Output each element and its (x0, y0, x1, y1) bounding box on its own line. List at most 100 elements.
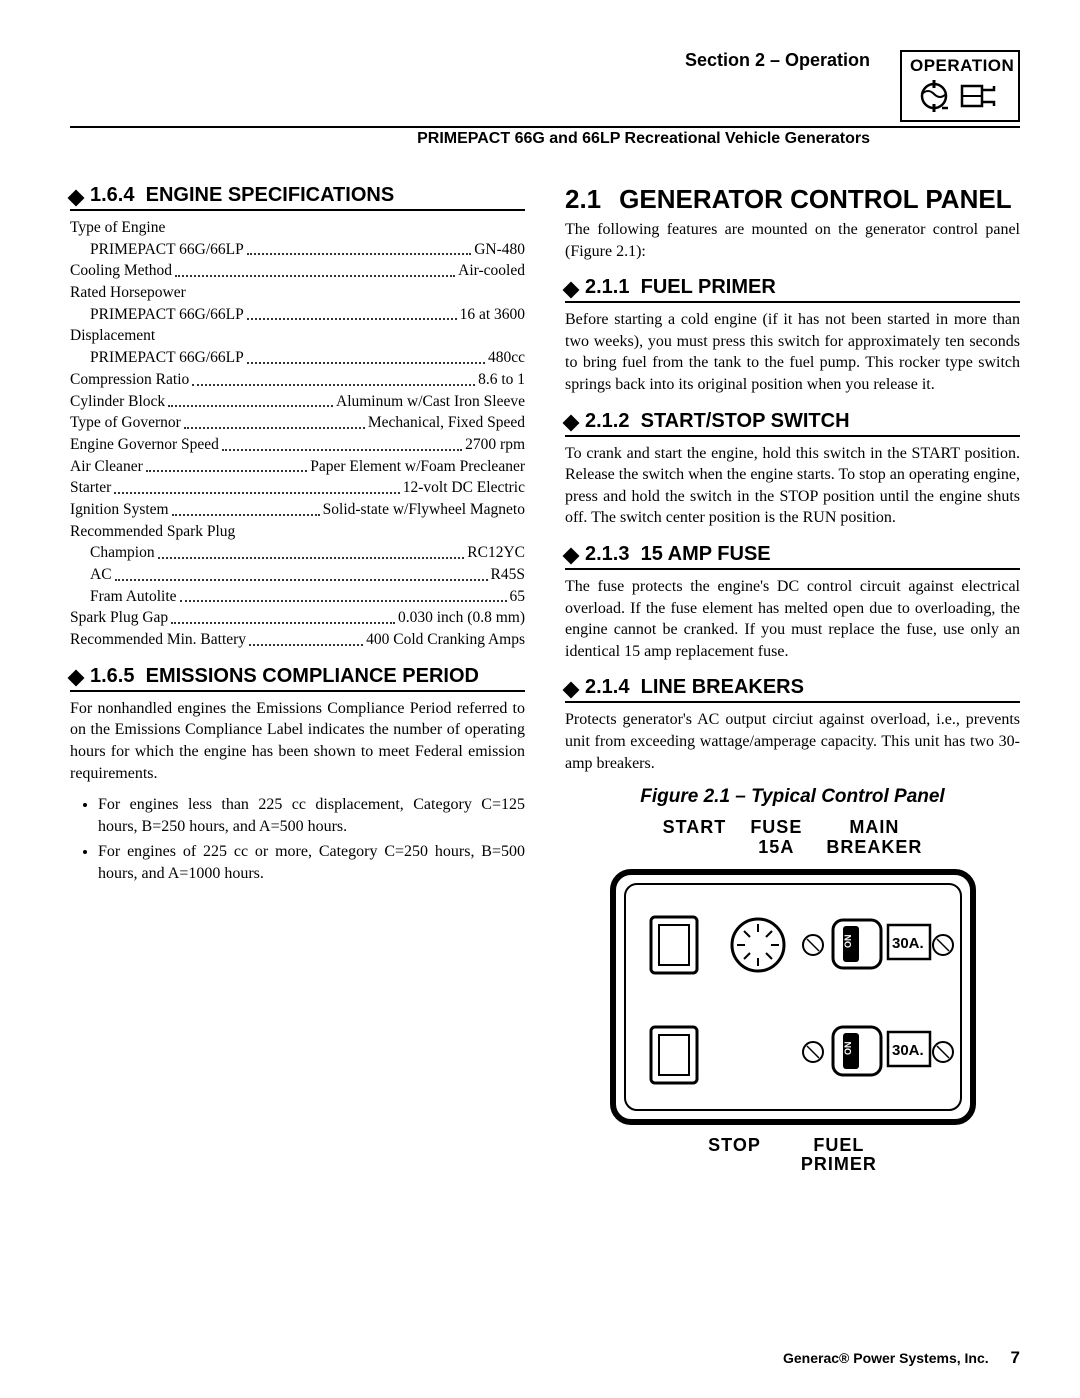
page-footer: Generac® Power Systems, Inc. 7 (783, 1348, 1020, 1368)
spec-value: Solid-state w/Flywheel Magneto (323, 499, 525, 521)
section-label: Section 2 – Operation (70, 50, 870, 71)
heading-165: 1.6.5 EMISSIONS COMPLIANCE PERIOD (70, 665, 525, 692)
heading-164: 1.6.4 ENGINE SPECIFICATIONS (70, 184, 525, 211)
spec-dots (192, 369, 475, 386)
spec-row: Starter 12-volt DC Electric (70, 477, 525, 499)
spec-row: AC R45S (70, 564, 525, 586)
diamond-icon (563, 415, 580, 432)
breaker-label-2: 30A. (892, 1042, 924, 1059)
spec-label: PRIMEPACT 66G/66LP (90, 239, 244, 261)
right-column: 2.1 GENERATOR CONTROL PANEL The followin… (565, 184, 1020, 1175)
spec-row: Displacement (70, 325, 525, 347)
spec-label: Cylinder Block (70, 391, 165, 413)
sub-number: 2.1.3 (585, 543, 629, 565)
subsection: 2.1.3 15 AMP FUSE The fuse protects the e… (565, 543, 1020, 662)
spec-dots (247, 239, 471, 256)
spec-row: PRIMEPACT 66G/66LP GN-480 (70, 239, 525, 261)
sub-number: 2.1.2 (585, 410, 629, 432)
panel-labels-top: STARTFUSE15AMAINBREAKER (565, 818, 1020, 858)
subsection-para: To crank and start the engine, hold this… (565, 443, 1020, 529)
spec-value: Mechanical, Fixed Speed (368, 412, 525, 434)
spec-dots (175, 260, 455, 277)
spec-label: Recommended Spark Plug (70, 521, 235, 543)
header-text: Section 2 – Operation (70, 50, 900, 71)
spec-value: Aluminum w/Cast Iron Sleeve (336, 391, 525, 413)
spec-value: RC12YC (467, 542, 525, 564)
engine-icon (918, 80, 954, 112)
spec-dots (247, 347, 485, 364)
spec-row: PRIMEPACT 66G/66LP480cc (70, 347, 525, 369)
diamond-icon (68, 189, 85, 206)
sec-165-bullets: For engines less than 225 cc displacemen… (70, 794, 525, 884)
spec-value: 400 Cold Cranking Amps (366, 629, 525, 651)
spec-label: AC (90, 564, 112, 586)
spec-value: 2700 rpm (465, 434, 525, 456)
footer-page: 7 (1011, 1348, 1020, 1367)
spec-row: Rated Horsepower (70, 282, 525, 304)
diamond-icon (68, 670, 85, 687)
sub-title: LINE BREAKERS (641, 676, 804, 698)
sec-165-para: For nonhandled engines the Emissions Com… (70, 698, 525, 784)
subsection-para: Protects generator's AC output circiut a… (565, 709, 1020, 774)
spec-label: Engine Governor Speed (70, 434, 219, 456)
spec-row: Spark Plug Gap0.030 inch (0.8 mm) (70, 607, 525, 629)
panel-svg-wrap: ON 30A. ON 30A. (565, 862, 1020, 1132)
subsection-heading: 2.1.2 START/STOP SWITCH (565, 410, 1020, 437)
spec-row: Compression Ratio8.6 to 1 (70, 369, 525, 391)
svg-text:ON: ON (843, 934, 853, 948)
spec-value: 65 (510, 586, 526, 608)
spec-label: PRIMEPACT 66G/66LP (90, 347, 244, 369)
subsection-para: Before starting a cold engine (if it has… (565, 309, 1020, 395)
right-subsections: 2.1.1 FUEL PRIMERBefore starting a cold … (565, 276, 1020, 774)
spec-label: Spark Plug Gap (70, 607, 168, 629)
spec-list: Type of EnginePRIMEPACT 66G/66LPGN-480Co… (70, 217, 525, 651)
subsection: 2.1.1 FUEL PRIMERBefore starting a cold … (565, 276, 1020, 395)
panel-bottom-label: FUELPRIMER (801, 1136, 877, 1176)
spec-label: Starter (70, 477, 111, 499)
diamond-icon (563, 681, 580, 698)
spec-value: 8.6 to 1 (478, 369, 525, 391)
spec-label: Air Cleaner (70, 456, 143, 478)
spec-row: Ignition System Solid-state w/Flywheel Ma… (70, 499, 525, 521)
operation-icons (910, 80, 1010, 112)
spec-row: Type of Engine (70, 217, 525, 239)
subsection-para: The fuse protects the engine's DC contro… (565, 576, 1020, 662)
breaker-label-1: 30A. (892, 935, 924, 952)
diamond-icon (563, 281, 580, 298)
spec-row: Fram Autolite65 (70, 586, 525, 608)
page-header: Section 2 – Operation OPERATION (70, 50, 1020, 122)
spec-label: Ignition System (70, 499, 169, 521)
spec-dots (146, 456, 307, 473)
spec-label: Rated Horsepower (70, 282, 186, 304)
sub-title: START/STOP SWITCH (641, 410, 850, 432)
spec-row: Type of GovernorMechanical, Fixed Speed (70, 412, 525, 434)
control-panel-figure: STARTFUSE15AMAINBREAKER (565, 818, 1020, 1175)
spec-value: 12-volt DC Electric (403, 477, 525, 499)
diamond-icon (563, 548, 580, 565)
spec-label: Displacement (70, 325, 155, 347)
panel-labels-bottom: STOP FUELPRIMER (565, 1136, 1020, 1176)
spec-row: Cooling MethodAir-cooled (70, 260, 525, 282)
spec-row: PRIMEPACT 66G/66LP16 at 3600 (70, 304, 525, 326)
spec-dots (168, 391, 333, 408)
panel-bottom-label: STOP (708, 1136, 761, 1176)
spec-dots (180, 586, 507, 603)
spec-value: R45S (491, 564, 525, 586)
sec-21-para: The following features are mounted on th… (565, 219, 1020, 262)
sec-21-title: GENERATOR CONTROL PANEL (619, 184, 1011, 215)
header-rule (70, 126, 1020, 128)
subsection-heading: 2.1.3 15 AMP FUSE (565, 543, 1020, 570)
spec-label: Type of Engine (70, 217, 165, 239)
spec-dots (172, 499, 320, 516)
operation-title: OPERATION (910, 56, 1010, 76)
spec-row: Recommended Spark Plug (70, 521, 525, 543)
plug-icon (960, 80, 1002, 112)
spec-dots (247, 304, 457, 321)
spec-value: GN-480 (474, 239, 525, 261)
spec-dots (171, 607, 395, 624)
spec-dots (114, 477, 399, 494)
sec-165-number: 1.6.5 (90, 665, 134, 687)
panel-top-label: START (663, 818, 727, 858)
spec-value: Air-cooled (458, 260, 525, 282)
bullet-item: For engines less than 225 cc displacemen… (98, 794, 525, 837)
